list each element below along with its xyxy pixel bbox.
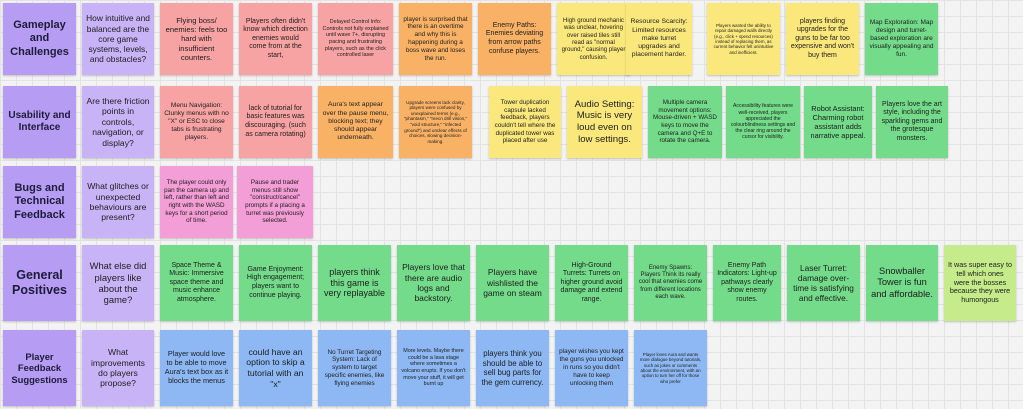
sticky-note[interactable]: Enemy Path Indicators: Light-up pathways…	[713, 245, 781, 321]
sticky-note[interactable]: players think you should be able to sell…	[476, 330, 549, 406]
row-question-bugs[interactable]: What glitches or unexpected behaviours a…	[82, 166, 154, 238]
sticky-note[interactable]: Aura's text appear over the pause menu, …	[318, 86, 393, 158]
row-question-gameplay[interactable]: How intuitive and balanced are the core …	[82, 3, 154, 75]
sticky-note[interactable]: Player would love to be able to move Aur…	[160, 330, 233, 406]
row-header-suggestions[interactable]: Player Feedback Suggestions	[3, 330, 76, 406]
sticky-note[interactable]: players think this game is very replayab…	[318, 245, 391, 321]
sticky-note[interactable]: Laser Turret: damage over-time is satisf…	[787, 245, 860, 321]
sticky-note[interactable]: High ground mechanic was unclear, hoveri…	[557, 3, 630, 75]
row-question-positives[interactable]: What else did players like about the gam…	[82, 245, 154, 321]
sticky-note[interactable]: Robot Assistant: Charming robot assistan…	[804, 86, 872, 158]
sticky-note[interactable]: Pause and trader menus still show "const…	[237, 166, 313, 238]
sticky-note[interactable]: No Turret Targeting System: Lack of syst…	[318, 330, 391, 406]
row-question-usability[interactable]: Are there friction points in controls, n…	[82, 86, 154, 158]
sticky-note[interactable]: Players have wishlisted the game on stea…	[476, 245, 549, 321]
sticky-note[interactable]: Enemy Spawns: Players Think its really c…	[634, 245, 707, 321]
sticky-note[interactable]: The player could only pan the camera up …	[160, 166, 233, 238]
sticky-note[interactable]: Players love that there are audio logs a…	[397, 245, 470, 321]
sticky-note[interactable]: Audio Setting: Music is very loud even o…	[567, 86, 642, 158]
sticky-note[interactable]: Snowballer Tower is fun and affordable.	[866, 245, 938, 321]
sticky-note[interactable]: More levels. Maybe there could be a lava…	[397, 330, 470, 406]
sticky-note[interactable]: could have an option to skip a tutorial …	[239, 330, 312, 406]
sticky-note[interactable]: Players love the art style, including th…	[876, 86, 948, 158]
sticky-note[interactable]: player is surprised that there is an ove…	[399, 3, 472, 75]
sticky-note[interactable]: Tower duplication capsule lacked feedbac…	[489, 86, 561, 158]
sticky-note[interactable]: Upgrade screens lack clarity, players we…	[399, 86, 472, 158]
sticky-note[interactable]: Map Exploration: Map design and turret-b…	[865, 3, 938, 75]
row-header-gameplay[interactable]: Gameplay and Challenges	[3, 3, 76, 75]
sticky-note[interactable]: Resource Scarcity: Limited resources mak…	[626, 3, 692, 75]
sticky-note[interactable]: Players wanted the ability to repair dam…	[707, 3, 780, 75]
sticky-note[interactable]: Delayed Control Info: Controls not fully…	[318, 3, 393, 75]
sticky-note[interactable]: lack of tutorial for basic features was …	[239, 86, 312, 158]
sticky-note[interactable]: Game Enjoyment: High engagement; players…	[239, 245, 312, 321]
sticky-note[interactable]: Space Theme & Music: Immersive space the…	[160, 245, 233, 321]
sticky-note[interactable]: High-Ground Turrets: Turrets on higher g…	[555, 245, 628, 321]
sticky-note[interactable]: Menu Navigation: Clunky menus with no "X…	[160, 86, 233, 158]
sticky-note[interactable]: Flying boss/ enemies: feels too hard wit…	[160, 3, 233, 75]
sticky-note[interactable]: players finding upgrades for the guns to…	[786, 3, 859, 75]
sticky-note[interactable]: Enemy Paths: Enemies deviating from arro…	[478, 3, 551, 75]
sticky-note[interactable]: player wishes you kept the guns you unlo…	[555, 330, 628, 406]
sticky-note[interactable]: Accessibility features were well-receive…	[726, 86, 800, 158]
sticky-note[interactable]: Multiple camera movement options: Mouse-…	[648, 86, 722, 158]
row-header-usability[interactable]: Usability and Interface	[3, 86, 76, 158]
row-question-suggestions[interactable]: What improvements do players propose?	[82, 330, 154, 406]
row-header-positives[interactable]: General Positives	[3, 245, 76, 321]
sticky-note[interactable]: Players often didn't know which directio…	[239, 3, 312, 75]
sticky-note[interactable]: It was super easy to tell which ones wer…	[944, 245, 1016, 321]
row-header-bugs[interactable]: Bugs and Technical Feedback	[3, 166, 76, 238]
sticky-note[interactable]: Player loves Aura and wants more dialogu…	[634, 330, 707, 406]
